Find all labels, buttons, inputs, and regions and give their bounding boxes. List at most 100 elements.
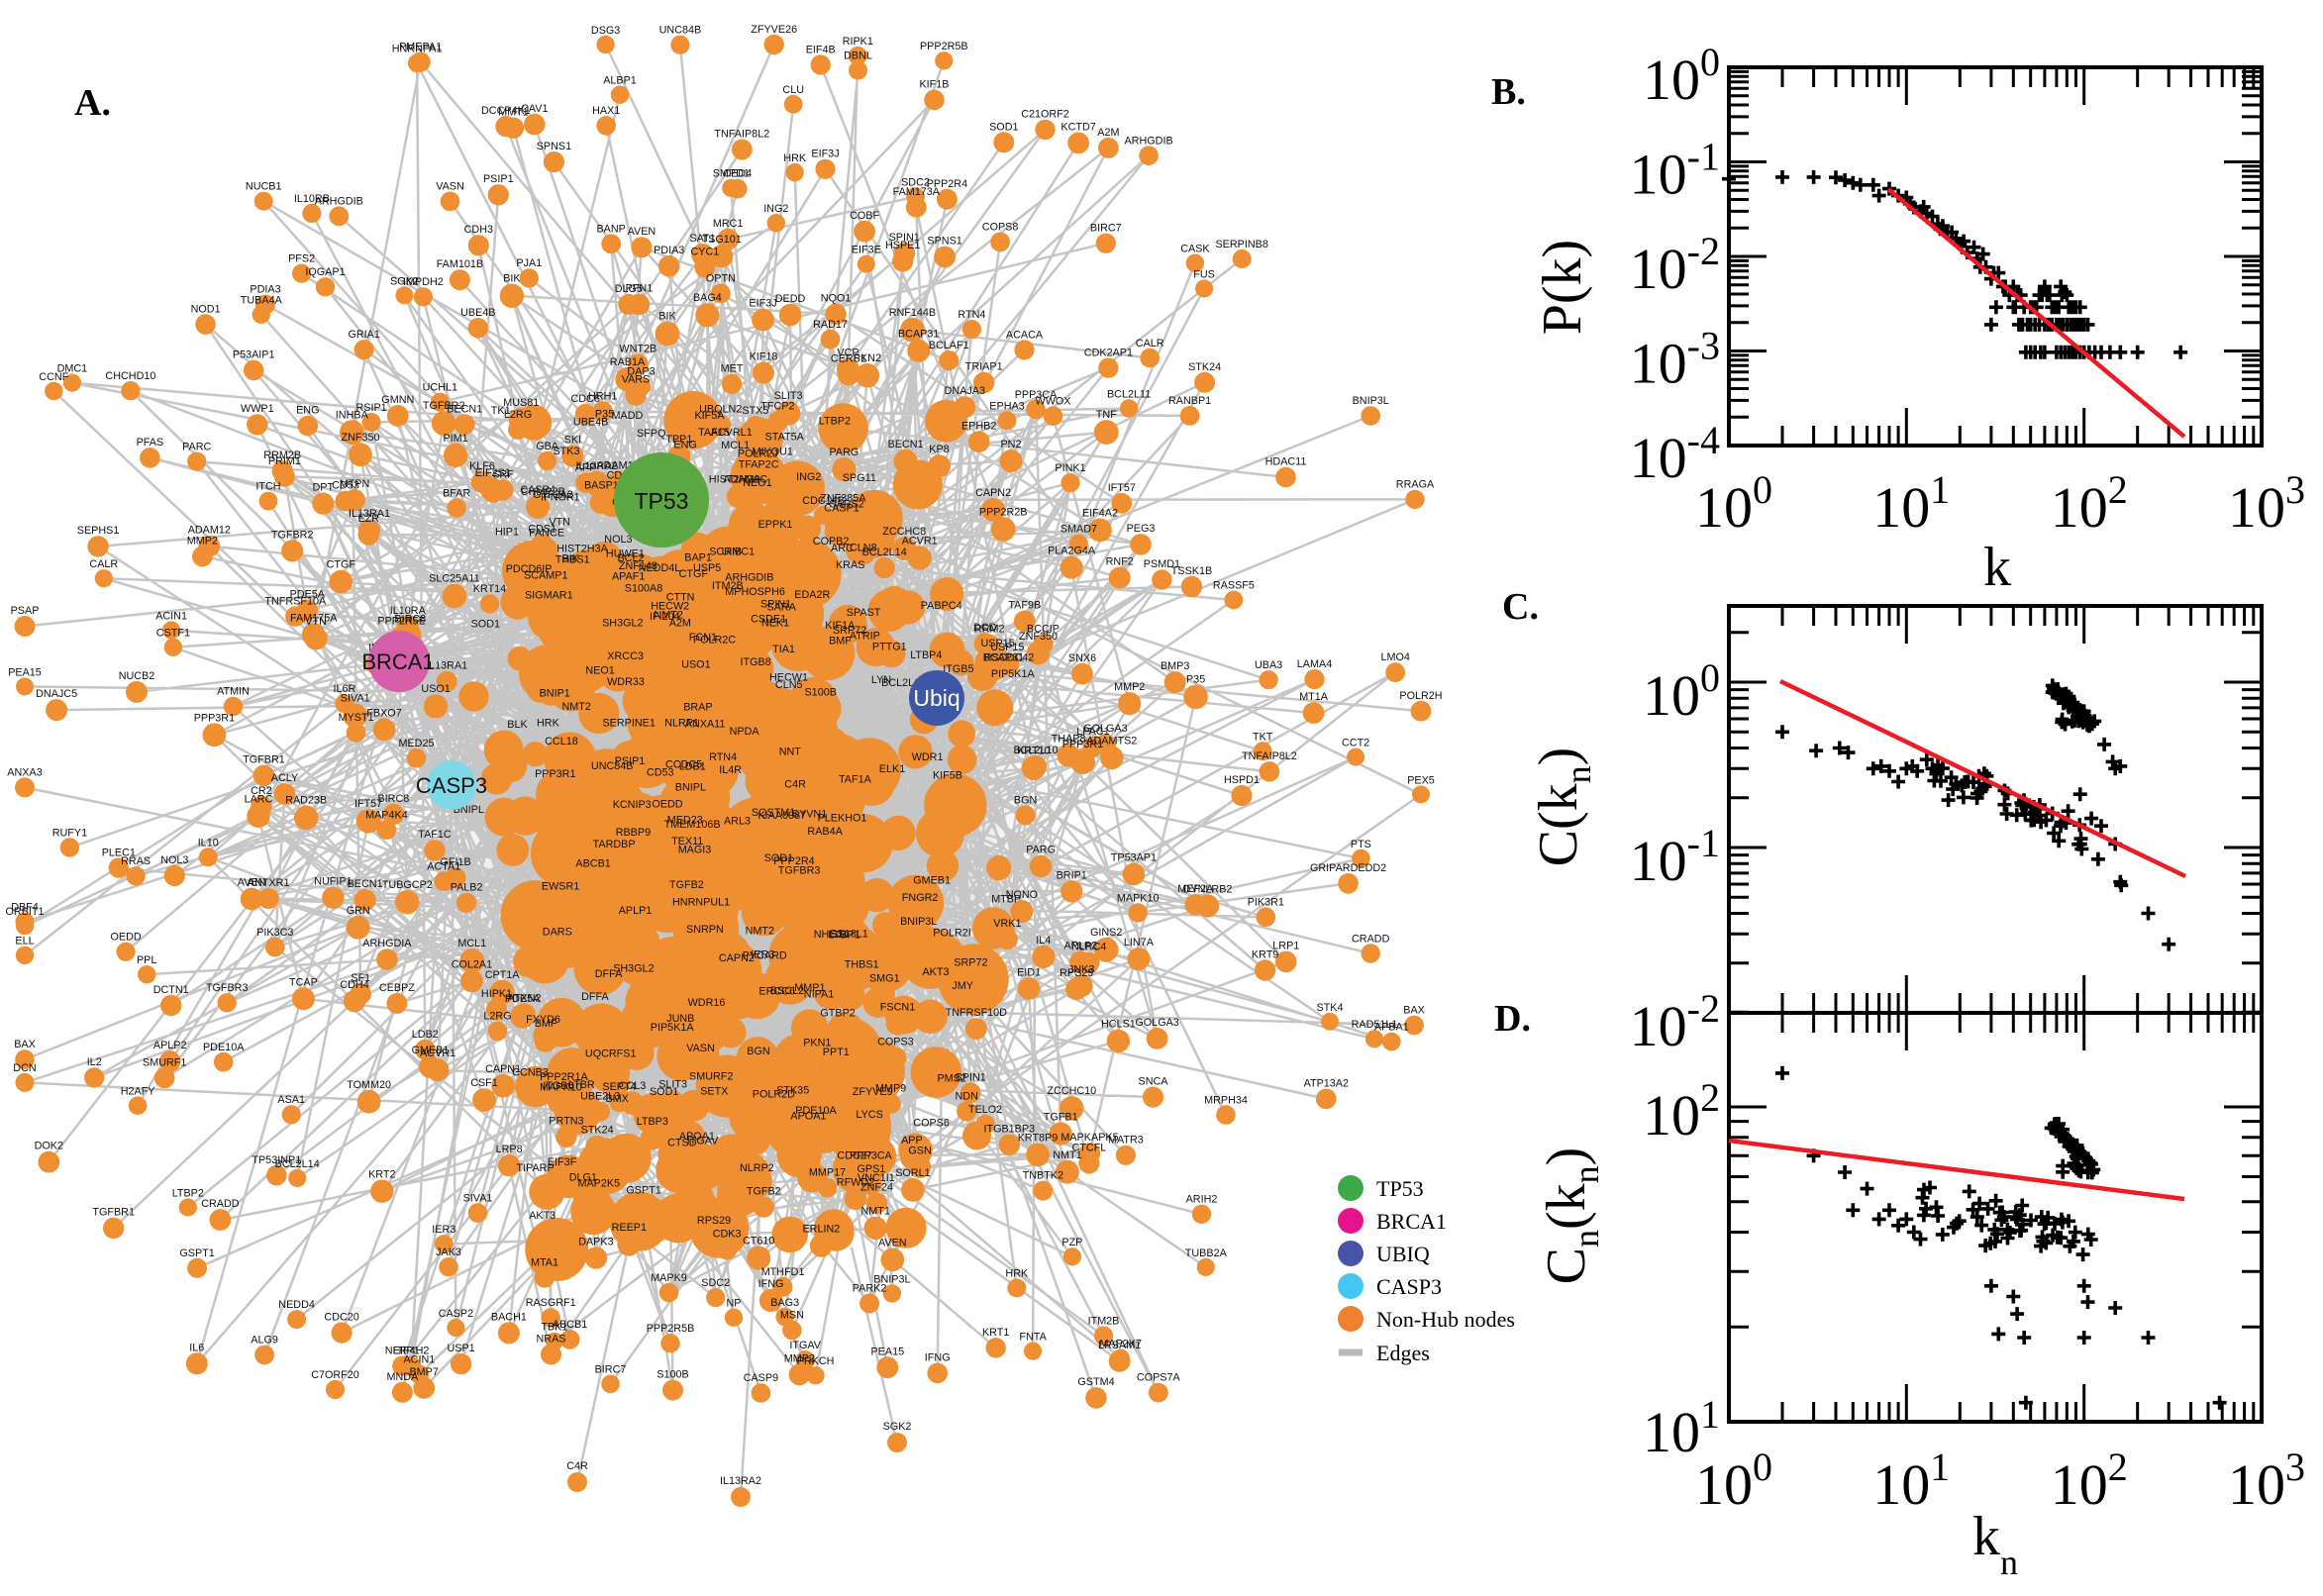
svg-text:C21ORF2: C21ORF2 <box>1021 109 1069 121</box>
svg-text:DAPK3: DAPK3 <box>578 1236 613 1247</box>
svg-text:APAF1: APAF1 <box>612 571 645 583</box>
svg-text:ZNF350: ZNF350 <box>1019 631 1058 643</box>
svg-text:USP5: USP5 <box>693 562 721 574</box>
svg-text:KP8: KP8 <box>929 444 949 455</box>
svg-text:CSTF1: CSTF1 <box>156 628 190 640</box>
svg-text:ZCCHC8: ZCCHC8 <box>882 526 926 538</box>
svg-text:CT610: CT610 <box>743 1236 774 1247</box>
svg-text:CDC6: CDC6 <box>570 393 599 405</box>
svg-text:IFNG: IFNG <box>925 1352 951 1364</box>
svg-text:EIF3J: EIF3J <box>811 149 839 160</box>
svg-text:SNX6: SNX6 <box>1068 652 1096 664</box>
svg-text:JMY: JMY <box>952 980 973 992</box>
svg-text:TP53: TP53 <box>635 488 689 514</box>
svg-text:BASP1: BASP1 <box>584 480 619 492</box>
svg-text:APP: APP <box>575 461 597 473</box>
svg-text:USO1: USO1 <box>681 659 710 671</box>
svg-text:IL10RA: IL10RA <box>390 605 427 617</box>
svg-text:RANBP1: RANBP1 <box>1168 395 1211 407</box>
svg-text:HRH1: HRH1 <box>588 390 617 402</box>
svg-text:BMF: BMF <box>829 635 852 647</box>
svg-text:BECN1: BECN1 <box>888 439 924 450</box>
svg-text:LRSAM1: LRSAM1 <box>1098 1340 1141 1351</box>
svg-text:CAPN1: CAPN1 <box>485 1063 521 1075</box>
svg-text:EPHA3: EPHA3 <box>989 400 1024 412</box>
svg-text:BAG3: BAG3 <box>770 1297 799 1309</box>
svg-text:PDCD6IP: PDCD6IP <box>506 563 553 575</box>
svg-text:MET: MET <box>721 363 744 375</box>
svg-text:IL4R: IL4R <box>719 764 742 776</box>
svg-text:COPS8: COPS8 <box>982 222 1019 234</box>
svg-text:NLRC4: NLRC4 <box>1071 942 1106 953</box>
svg-text:MTA1: MTA1 <box>531 1256 558 1268</box>
svg-text:PTTG1: PTTG1 <box>872 641 907 652</box>
svg-text:GMEB1: GMEB1 <box>913 874 951 886</box>
svg-text:SS18L1: SS18L1 <box>830 929 867 941</box>
svg-text:SRP72: SRP72 <box>833 625 866 637</box>
svg-text:NHEJ1: NHEJ1 <box>814 929 848 941</box>
svg-text:BAX: BAX <box>14 1039 36 1050</box>
svg-text:DCCP4K1: DCCP4K1 <box>481 105 531 117</box>
svg-text:PTS: PTS <box>1351 839 1371 850</box>
svg-text:B.: B. <box>1491 71 1526 113</box>
svg-text:PPP2R1A: PPP2R1A <box>540 1071 588 1083</box>
svg-text:RASSF5: RASSF5 <box>1213 580 1255 592</box>
svg-text:KRAS: KRAS <box>836 559 864 571</box>
svg-text:MMP17: MMP17 <box>809 1167 846 1179</box>
svg-text:CALR: CALR <box>89 558 118 570</box>
svg-text:IL13RA2: IL13RA2 <box>575 460 617 472</box>
svg-text:IFNG: IFNG <box>758 1278 784 1290</box>
svg-text:ADAMTS2: ADAMTS2 <box>1086 736 1137 748</box>
svg-text:TFCP2: TFCP2 <box>760 401 794 413</box>
svg-text:HNRNPA1: HNRNPA1 <box>392 44 443 55</box>
svg-text:CDC14B: CDC14B <box>802 495 845 507</box>
svg-text:APP: APP <box>901 1135 923 1147</box>
svg-text:TGFB2: TGFB2 <box>669 879 704 891</box>
svg-text:NOL3: NOL3 <box>604 534 632 546</box>
svg-text:NMT1: NMT1 <box>1053 1149 1081 1161</box>
svg-text:SMAD7: SMAD7 <box>1060 524 1097 536</box>
svg-text:101: 101 <box>1872 467 1950 540</box>
svg-text:BACH1: BACH1 <box>491 1311 527 1323</box>
svg-text:GSPT1: GSPT1 <box>626 1185 660 1197</box>
svg-text:MAP2K7: MAP2K7 <box>1099 1339 1142 1350</box>
svg-text:OPTN: OPTN <box>706 272 736 284</box>
svg-text:SPIN1: SPIN1 <box>889 232 920 244</box>
svg-text:PZP: PZP <box>1061 1237 1082 1248</box>
svg-text:PARC: PARC <box>182 441 211 452</box>
svg-text:PEG3: PEG3 <box>1127 523 1156 535</box>
svg-text:CSF1: CSF1 <box>470 1077 498 1089</box>
svg-text:IFNGR1: IFNGR1 <box>541 492 580 504</box>
svg-text:SPNS1: SPNS1 <box>927 236 961 248</box>
svg-text:ACIN1: ACIN1 <box>155 610 187 622</box>
svg-text:CAV1: CAV1 <box>521 103 548 115</box>
svg-text:POLR2C: POLR2C <box>693 635 736 647</box>
svg-text:TNF: TNF <box>1096 409 1117 421</box>
svg-text:SMURF1: SMURF1 <box>143 1057 186 1069</box>
svg-text:VNC1I1: VNC1I1 <box>858 1172 895 1184</box>
svg-text:102: 102 <box>1643 1075 1720 1147</box>
svg-text:TIPARP: TIPARP <box>516 1162 554 1174</box>
svg-text:TNFAIP8L2: TNFAIP8L2 <box>1242 750 1297 762</box>
svg-text:BNIP3L: BNIP3L <box>873 1273 910 1285</box>
svg-text:TNFAIP8L2: TNFAIP8L2 <box>714 129 769 141</box>
svg-text:ORBIT1: ORBIT1 <box>6 906 45 918</box>
svg-text:DAP3: DAP3 <box>627 366 655 378</box>
svg-text:DBF4: DBF4 <box>11 902 39 914</box>
svg-text:RRM2: RRM2 <box>974 624 1005 636</box>
svg-text:ZNF350: ZNF350 <box>341 432 379 444</box>
svg-text:XRCC3: XRCC3 <box>607 650 644 662</box>
svg-text:HIST2H2AC: HIST2H2AC <box>709 474 768 486</box>
svg-text:SMURF2: SMURF2 <box>689 1070 733 1082</box>
svg-text:UQCRFS1: UQCRFS1 <box>585 1047 637 1059</box>
svg-text:SLIT3: SLIT3 <box>658 1079 687 1091</box>
svg-text:BGN: BGN <box>1014 794 1037 806</box>
svg-text:KRT9: KRT9 <box>1252 948 1278 960</box>
svg-text:NMT2: NMT2 <box>561 701 590 713</box>
svg-text:RNF2: RNF2 <box>1106 556 1134 568</box>
svg-text:TGFBR3: TGFBR3 <box>778 865 821 877</box>
svg-text:POLR2I: POLR2I <box>933 927 970 939</box>
svg-text:S100A8: S100A8 <box>625 583 662 595</box>
svg-text:EIF4B: EIF4B <box>806 44 836 55</box>
svg-text:TGFB1: TGFB1 <box>1044 1112 1078 1124</box>
